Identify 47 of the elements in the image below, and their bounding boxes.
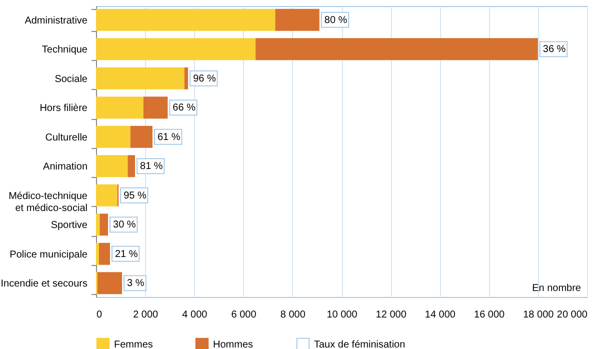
bar: [96, 155, 128, 178]
y-tick-label: Animation: [43, 162, 88, 173]
bar: [184, 67, 188, 90]
annotation: En nombre: [532, 283, 582, 294]
x-tick-label: 18 000: [523, 310, 554, 320]
text: 81 %: [140, 161, 163, 172]
x-tick-label: 6 000: [231, 310, 257, 320]
bar: [96, 242, 99, 265]
bar: [96, 214, 100, 236]
bar: [128, 155, 136, 178]
x-tick-label: 8 000: [280, 310, 306, 320]
bar: [96, 8, 276, 31]
y-tick-label: Police municipale: [10, 249, 88, 260]
bar: [98, 242, 110, 265]
legend-label: Hommes: [213, 339, 254, 349]
y-tick-label: Administrative: [24, 15, 88, 26]
y-tick-label: Incendie et secours: [0, 278, 88, 290]
bar: [96, 126, 130, 148]
text: 36 %: [542, 44, 566, 56]
x-tick-label: 10 000: [326, 310, 358, 320]
y-tick-label: Médico-technique et médico-social: [8, 190, 88, 214]
bar: [96, 67, 184, 90]
text: 95 %: [124, 190, 146, 202]
bar: [96, 184, 118, 206]
y-tick-label: Technique: [42, 44, 88, 56]
x-tick-label: 0: [96, 310, 102, 320]
y-tick-label: Sociale: [54, 74, 88, 85]
text: 61 %: [157, 132, 180, 143]
x-tick-label: 12 000: [376, 310, 407, 320]
y-tick-label: Hors filière: [40, 103, 88, 114]
text: 30 %: [113, 220, 136, 231]
legend-label: Taux de féminisation: [314, 339, 406, 349]
text: 80 %: [324, 14, 348, 26]
text: 66 %: [172, 102, 196, 114]
y-tick-label: Sportive: [50, 220, 88, 232]
text: 3 %: [127, 278, 144, 290]
x-tick-label: 16 000: [474, 310, 506, 320]
x-tick-label: 20 000: [556, 310, 588, 320]
legend-label: Femmes: [114, 339, 153, 349]
bar: [96, 96, 144, 119]
y-tick-label: Culturelle: [45, 132, 88, 144]
x-tick-label: 4 000: [182, 310, 208, 320]
text: 21 %: [114, 248, 138, 260]
x-tick-label: 14 000: [424, 310, 456, 320]
bar: [96, 38, 256, 60]
x-tick-label: 2 000: [133, 310, 159, 320]
text: 96 %: [193, 73, 216, 84]
